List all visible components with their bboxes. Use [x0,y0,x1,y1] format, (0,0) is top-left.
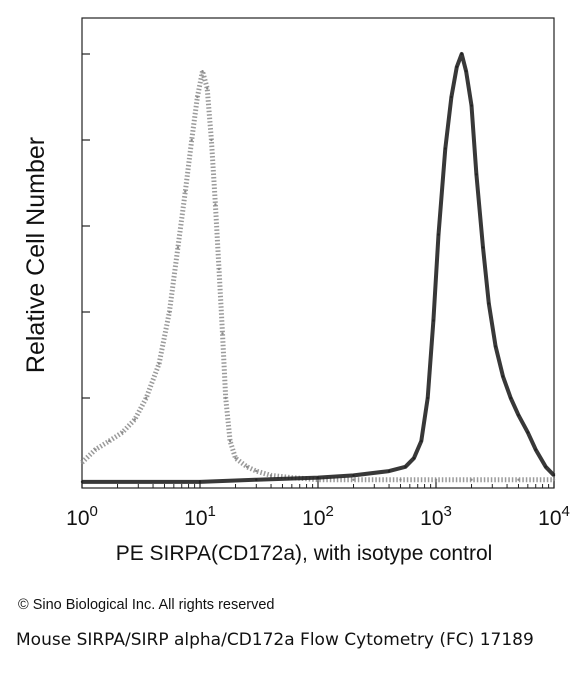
data-point [412,457,416,460]
data-point [470,478,473,481]
data-point [552,478,556,481]
data-point [201,70,204,73]
data-point [176,246,180,249]
data-point [434,478,438,481]
data-point [387,469,391,473]
data-point [399,478,402,481]
data-point [470,104,473,107]
x-tick-label: 103 [420,503,452,530]
data-point [494,345,497,348]
data-point [501,375,505,378]
data-point [450,95,453,99]
data-point [94,448,97,451]
figure-caption: Mouse SIRPA/SIRP alpha/CD172a Flow Cytom… [16,630,534,650]
data-point [432,319,435,322]
data-point [210,138,213,142]
data-point [552,474,556,477]
data-point [475,173,478,176]
data-point [509,396,512,400]
copyright-notice: © Sino Biological Inc. All rights reserv… [18,597,275,613]
data-point [544,465,547,468]
histogram-series-line-1 [80,68,554,483]
data-point [206,87,209,90]
data-point [517,478,520,481]
data-point [145,396,148,400]
data-point [168,310,171,314]
x-tick-label: 102 [302,503,334,530]
data-point [108,439,111,443]
data-point [255,478,258,481]
data-point [234,457,237,460]
data-point [487,302,490,305]
data-point [133,418,136,421]
data-point [426,396,429,400]
y-axis-label: Relative Cell Number [22,137,50,373]
data-point [214,203,217,206]
x-tick-label: 101 [184,503,216,530]
data-point [196,95,199,99]
x-tick-label: 100 [66,503,98,530]
data-point [444,147,447,150]
data-point [224,396,227,400]
data-point [217,267,221,271]
data-point [269,474,273,477]
data-point [228,439,232,443]
data-point [190,138,193,142]
data-point [157,362,161,365]
data-point [517,414,520,417]
data-point [121,431,124,434]
x-axis-label: PE SIRPA(CD172a), with isotype control [116,542,493,565]
data-point [437,233,440,236]
data-point [198,480,202,484]
data-point [464,70,468,73]
histogram-series-group [80,52,556,484]
histogram-series-line-2 [82,52,556,484]
data-point [316,476,320,479]
data-point [352,478,355,481]
data-point [420,439,423,443]
data-point [455,65,458,69]
data-point [184,190,187,193]
data-point [245,465,249,468]
data-point [352,474,355,477]
data-point [481,246,485,249]
data-point [221,332,224,335]
data-point [404,465,407,468]
y-axis-ticks [82,53,90,399]
data-point [80,480,84,484]
data-point [255,469,258,473]
x-axis-ticks: 100 101 102 103 104 [66,480,570,530]
data-point [526,431,529,434]
x-tick-label: 104 [538,503,570,530]
data-point [460,52,463,56]
flow-cytometry-histogram: 100 101 102 103 104 Relative Cell Number PE … [22,17,570,565]
data-point [534,448,537,451]
data-point [80,461,84,464]
